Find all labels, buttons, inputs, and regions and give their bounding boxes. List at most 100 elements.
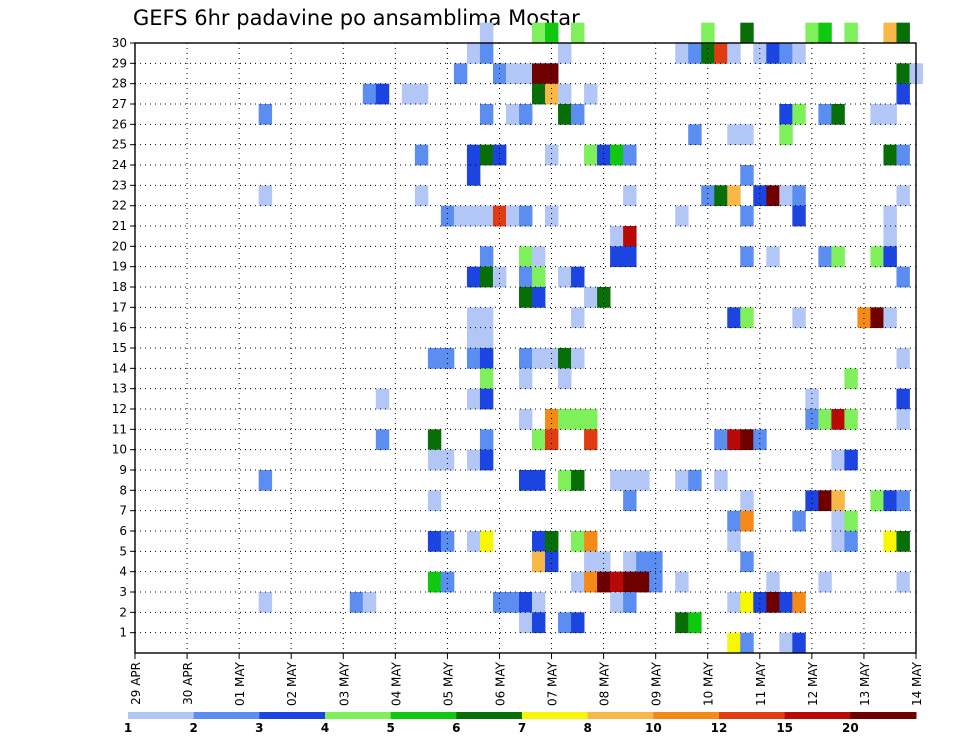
heatmap-cell xyxy=(571,612,585,634)
legend-tick-label: 10 xyxy=(645,721,662,735)
heatmap-cell xyxy=(375,429,390,451)
heatmap-cell xyxy=(571,348,585,369)
heatmap-cell xyxy=(479,429,494,451)
heatmap-cell xyxy=(766,246,780,268)
x-tick-label: 03 MAY xyxy=(337,661,351,706)
heatmap-cell xyxy=(492,592,507,613)
legend-swatch xyxy=(193,712,260,719)
heatmap-cell xyxy=(870,104,884,125)
heatmap-cell xyxy=(727,429,741,451)
heatmap-cell xyxy=(558,83,572,105)
heatmap-cell xyxy=(532,592,546,613)
heatmap-cell xyxy=(532,63,546,85)
legend-swatch xyxy=(522,712,589,719)
heatmap-cell xyxy=(571,409,585,430)
legend-tick-label: 20 xyxy=(842,721,859,735)
y-tick-label: 9 xyxy=(119,463,127,477)
heatmap-cell xyxy=(349,592,364,613)
y-tick-label: 17 xyxy=(112,300,127,314)
legend-tick-label: 3 xyxy=(255,721,263,735)
heatmap-cell xyxy=(453,205,468,227)
heatmap-cell xyxy=(857,307,871,329)
heatmap-cell xyxy=(883,246,897,268)
heatmap-cell xyxy=(466,144,481,166)
heatmap-cell xyxy=(623,185,637,207)
heatmap-cell xyxy=(532,551,546,573)
legend-tick-label: 5 xyxy=(386,721,394,735)
heatmap-cell xyxy=(805,22,819,44)
heatmap-cell xyxy=(558,104,572,125)
y-tick-label: 6 xyxy=(119,524,127,538)
heatmap-cell xyxy=(375,83,390,105)
heatmap-cell xyxy=(896,22,910,44)
heatmap-cell xyxy=(453,63,468,85)
heatmap-cell xyxy=(610,592,624,613)
heatmap-cell xyxy=(545,83,559,105)
heatmap-cell xyxy=(753,185,767,207)
heatmap-cell xyxy=(545,531,559,552)
heatmap-cell xyxy=(831,449,845,471)
heatmap-cell xyxy=(779,43,793,64)
heatmap-cell xyxy=(558,612,572,634)
heatmap-cell xyxy=(414,185,429,207)
heatmap-cell xyxy=(896,63,910,85)
heatmap-cell xyxy=(518,104,533,125)
legend-tick-label: 6 xyxy=(452,721,460,735)
heatmap-cell xyxy=(258,185,273,207)
heatmap-cell xyxy=(466,388,481,410)
heatmap-cell xyxy=(518,470,533,491)
y-tick-label: 28 xyxy=(112,77,127,91)
heatmap-cell xyxy=(831,531,845,552)
heatmap-cell xyxy=(818,104,832,125)
heatmap-cell xyxy=(505,592,520,613)
heatmap-cell xyxy=(258,104,273,125)
heatmap-cell xyxy=(675,612,689,634)
heatmap-cell xyxy=(597,551,611,573)
legend-tick-label: 4 xyxy=(321,721,329,735)
heatmap-cell xyxy=(675,470,689,491)
heatmap-cell xyxy=(571,104,585,125)
heatmap-cell xyxy=(844,531,858,552)
heatmap-cell xyxy=(584,429,598,451)
heatmap-cell xyxy=(545,144,559,166)
heatmap-cell xyxy=(518,612,533,634)
heatmap-cell xyxy=(532,348,546,369)
y-tick-label: 15 xyxy=(112,341,127,355)
heatmap-cell xyxy=(740,205,754,227)
heatmap-cell xyxy=(610,571,624,593)
heatmap-cell xyxy=(831,510,845,532)
legend-swatch xyxy=(653,712,720,719)
heatmap-cell xyxy=(479,205,494,227)
heatmap-cell xyxy=(844,22,858,44)
heatmap-cell xyxy=(584,83,598,105)
y-tick-label: 12 xyxy=(112,402,127,416)
y-tick-label: 2 xyxy=(119,605,127,619)
heatmap-cell xyxy=(532,246,546,268)
heatmap-cell xyxy=(597,287,611,308)
chart-title: GEFS 6hr padavine po ansamblima Mostar xyxy=(133,6,580,30)
heatmap-cell xyxy=(623,551,637,573)
heatmap-cell xyxy=(870,246,884,268)
heatmap-cell xyxy=(727,510,741,532)
heatmap-cell xyxy=(675,205,689,227)
heatmap-cell xyxy=(492,266,507,288)
heatmap-cell xyxy=(792,592,806,613)
heatmap-cell xyxy=(740,632,754,654)
x-tick-label: 02 MAY xyxy=(285,661,299,706)
heatmap-cell xyxy=(727,307,741,329)
heatmap-cell xyxy=(896,144,910,166)
heatmap-cell xyxy=(584,551,598,573)
heatmap-cell xyxy=(518,592,533,613)
heatmap-cell xyxy=(831,104,845,125)
heatmap-cell xyxy=(818,409,832,430)
heatmap-cell xyxy=(440,449,455,471)
x-tick-label: 06 MAY xyxy=(493,661,507,706)
legend-swatch xyxy=(456,712,523,719)
y-tick-label: 11 xyxy=(112,422,127,436)
heatmap-cell xyxy=(766,43,780,64)
heatmap-cell xyxy=(545,551,559,573)
heatmap-cell xyxy=(779,124,793,146)
heatmap-cell xyxy=(688,43,702,64)
heatmap-cell xyxy=(479,368,494,390)
